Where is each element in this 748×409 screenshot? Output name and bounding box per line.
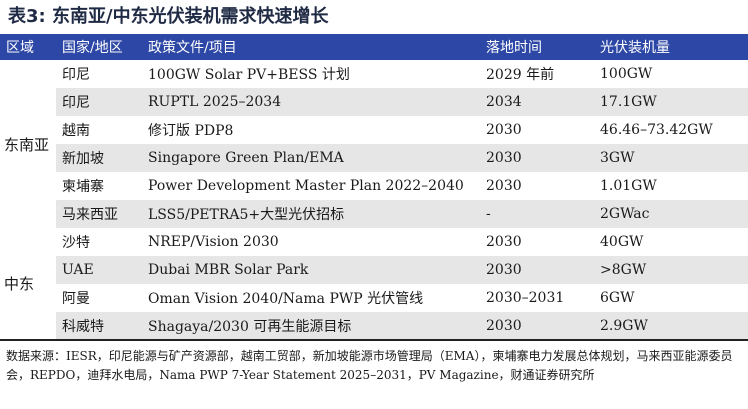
cell-country: 越南 [62,123,90,139]
table-title: 表3: 东南亚/中东光伏装机需求快速增长 [8,6,329,27]
cell-country: 马来西亚 [56,200,142,228]
cell-time: 2030 [480,256,594,284]
table-row: 越南 修订版 PDP8 2030 46.46–73.42GW [0,116,748,144]
header-country: 国家/地区 [62,40,123,56]
cell-time: 2030 [486,122,522,138]
cell-country: 印尼 [62,67,90,83]
cell-capacity: 17.1GW [594,88,748,116]
table-row: 东南亚 印尼 100GW Solar PV+BESS 计划 2029 年前 10… [0,60,748,228]
cell-country: 印尼 [56,88,142,116]
table-row: 印尼 RUPTL 2025–2034 2034 17.1GW [0,88,748,116]
table-row: UAE Dubai MBR Solar Park 2030 >8GW [0,256,748,284]
cell-time: 2034 [480,88,594,116]
cell-capacity: 40GW [600,234,644,250]
cell-country: 柬埔寨 [62,179,104,195]
cell-time: 2030 [480,312,594,341]
cell-country: 新加坡 [56,144,142,172]
cell-time: 2029 年前 [486,67,555,83]
header-policy: 政策文件/项目 [148,40,237,56]
cell-time: 2030 [486,234,522,250]
cell-time: 2030–2031 [486,290,565,306]
cell-country: UAE [56,256,142,284]
cell-policy: 修订版 PDP8 [148,123,234,139]
cell-policy: Shagaya/2030 可再生能源目标 [142,312,480,341]
cell-capacity: 1.01GW [600,178,657,194]
region-southeast-asia: 东南亚 [0,60,56,228]
cell-country: 沙特 [62,235,90,251]
table-row: 柬埔寨 Power Development Master Plan 2022–2… [0,172,748,200]
cell-policy: 100GW Solar PV+BESS 计划 [148,67,350,83]
table-row: 马来西亚 LSS5/PETRA5+大型光伏招标 - 2GWac [0,200,748,228]
header-capacity: 光伏装机量 [600,40,670,56]
cell-capacity: 2.9GW [594,312,748,341]
cell-capacity: 46.46–73.42GW [600,122,713,138]
cell-capacity: 3GW [594,144,748,172]
table-row: 中东 沙特 NREP/Vision 2030 2030 40GW [0,228,748,341]
header-time: 落地时间 [486,40,542,56]
cell-policy: RUPTL 2025–2034 [142,88,480,116]
cell-capacity: 100GW [600,66,653,82]
cell-policy: Power Development Master Plan 2022–2040 [148,178,464,194]
cell-country: 阿曼 [62,291,90,307]
table-row: 新加坡 Singapore Green Plan/EMA 2030 3GW [0,144,748,172]
cell-capacity: 2GWac [594,200,748,228]
region-middle-east: 中东 [0,228,56,341]
cell-capacity: 6GW [600,290,635,306]
cell-time: 2030 [480,144,594,172]
cell-policy: Oman Vision 2040/Nama PWP 光伏管线 [148,291,424,307]
cell-time: - [480,200,594,228]
data-source-note: 数据来源：IESR，印尼能源与矿产资源部，越南工贸部，新加坡能源市场管理局（EM… [6,349,733,382]
cell-policy: Singapore Green Plan/EMA [142,144,480,172]
cell-policy: Dubai MBR Solar Park [142,256,480,284]
data-table: 区域 国家/地区 政策文件/项目 落地时间 光伏装机量 东南亚 印尼 100GW… [0,34,748,341]
cell-policy: LSS5/PETRA5+大型光伏招标 [142,200,480,228]
table-row: 科威特 Shagaya/2030 可再生能源目标 2030 2.9GW [0,312,748,341]
header-region: 区域 [6,40,34,56]
table-row: 阿曼 Oman Vision 2040/Nama PWP 光伏管线 2030–2… [0,284,748,312]
table-header-row: 区域 国家/地区 政策文件/项目 落地时间 光伏装机量 [0,34,748,60]
cell-country: 科威特 [56,312,142,341]
cell-time: 2030 [486,178,522,194]
cell-capacity: >8GW [594,256,748,284]
cell-policy: NREP/Vision 2030 [148,234,279,250]
